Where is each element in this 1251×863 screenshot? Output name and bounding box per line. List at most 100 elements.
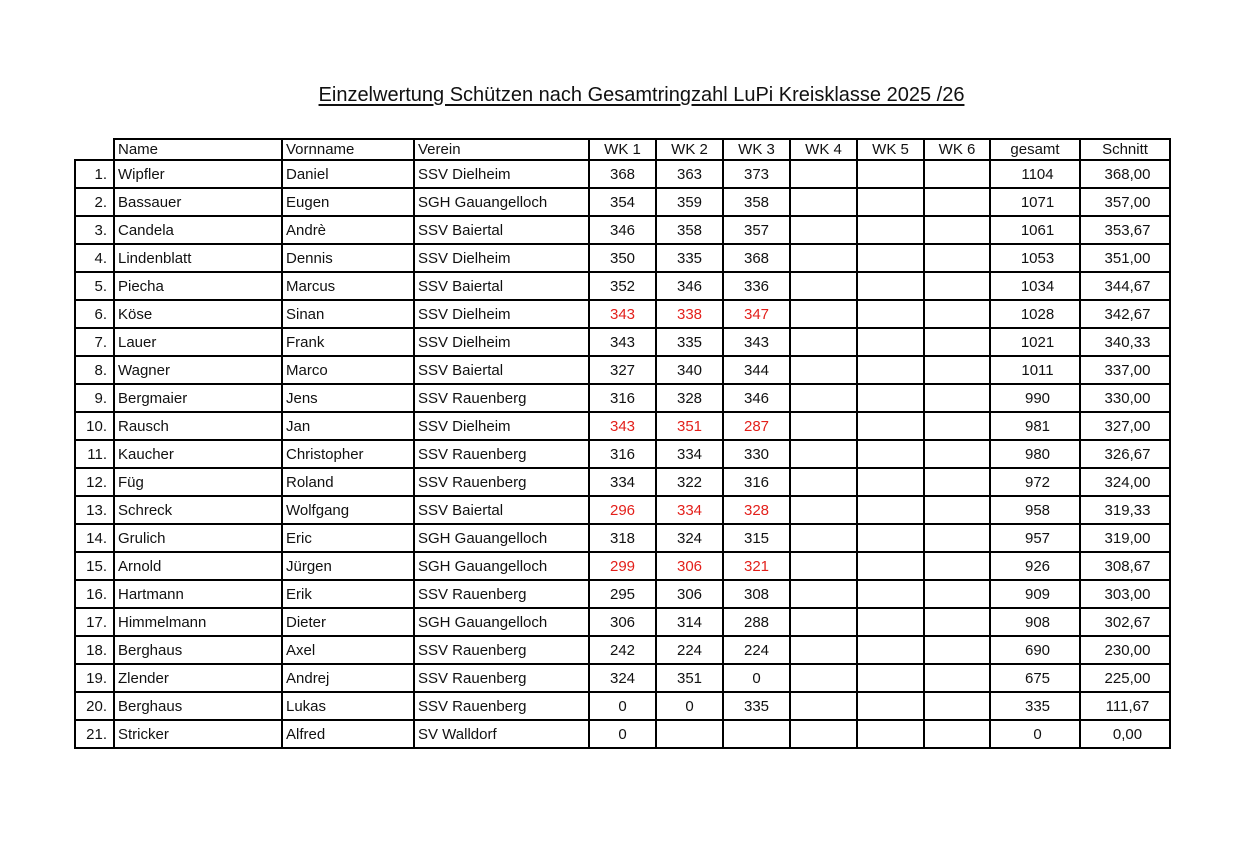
name-cell: Arnold — [113, 551, 283, 581]
table-row: 1. Wipfler Daniel SSV Dielheim 368 363 373 1104… — [74, 159, 1171, 189]
name-cell: Candela — [113, 215, 283, 245]
schnitt-cell: 324,00 — [1079, 467, 1171, 497]
verein-cell: SSV Rauenberg — [413, 383, 590, 413]
wk4-cell — [789, 495, 858, 525]
vorname-cell: Marcus — [281, 271, 415, 301]
name-cell: Berghaus — [113, 635, 283, 665]
wk2-cell: 359 — [655, 187, 724, 217]
verein-cell: SSV Rauenberg — [413, 635, 590, 665]
wk4-cell — [789, 299, 858, 329]
rank-cell: 2. — [74, 187, 115, 217]
wk1-cell: 295 — [588, 579, 657, 609]
wk3-cell: 343 — [722, 327, 791, 357]
wk6-cell — [923, 271, 991, 301]
wk6-cell — [923, 551, 991, 581]
rank-cell: 14. — [74, 523, 115, 553]
vorname-cell: Frank — [281, 327, 415, 357]
wk5-cell — [856, 355, 925, 385]
verein-cell: SGH Gauangelloch — [413, 607, 590, 637]
wk4-cell — [789, 355, 858, 385]
table-row: 5. Piecha Marcus SSV Baiertal 352 346 336 1034 3… — [74, 271, 1171, 301]
table-row: 12. Füg Roland SSV Rauenberg 334 322 316 972 324… — [74, 467, 1171, 497]
wk6-cell — [923, 327, 991, 357]
wk4-cell — [789, 327, 858, 357]
wk3-cell: 321 — [722, 551, 791, 581]
schnitt-cell: 308,67 — [1079, 551, 1171, 581]
table-row: 7. Lauer Frank SSV Dielheim 343 335 343 1021 340… — [74, 327, 1171, 357]
header-schnitt: Schnitt — [1079, 138, 1171, 161]
schnitt-cell: 326,67 — [1079, 439, 1171, 469]
name-cell: Zlender — [113, 663, 283, 693]
verein-cell: SSV Baiertal — [413, 495, 590, 525]
table-row: 13. Schreck Wolfgang SSV Baiertal 296 334 328 9… — [74, 495, 1171, 525]
wk2-cell: 322 — [655, 467, 724, 497]
wk2-cell: 358 — [655, 215, 724, 245]
wk1-cell: 343 — [588, 299, 657, 329]
gesamt-cell: 909 — [989, 579, 1081, 609]
header-name: Name — [113, 138, 283, 161]
verein-cell: SSV Dielheim — [413, 411, 590, 441]
gesamt-cell: 0 — [989, 719, 1081, 749]
wk6-cell — [923, 243, 991, 273]
wk4-cell — [789, 467, 858, 497]
wk3-cell: 335 — [722, 691, 791, 721]
gesamt-cell: 1053 — [989, 243, 1081, 273]
wk4-cell — [789, 243, 858, 273]
wk5-cell — [856, 663, 925, 693]
name-cell: Bergmaier — [113, 383, 283, 413]
verein-cell: SV Walldorf — [413, 719, 590, 749]
rank-cell: 10. — [74, 411, 115, 441]
wk2-cell: 334 — [655, 439, 724, 469]
vorname-cell: Jürgen — [281, 551, 415, 581]
verein-cell: SSV Dielheim — [413, 159, 590, 189]
table-row: 14. Grulich Eric SGH Gauangelloch 318 324 315 9… — [74, 523, 1171, 553]
schnitt-cell: 351,00 — [1079, 243, 1171, 273]
vorname-cell: Alfred — [281, 719, 415, 749]
gesamt-cell: 1034 — [989, 271, 1081, 301]
verein-cell: SGH Gauangelloch — [413, 187, 590, 217]
rank-cell: 18. — [74, 635, 115, 665]
verein-cell: SSV Rauenberg — [413, 663, 590, 693]
wk3-cell: 0 — [722, 663, 791, 693]
schnitt-cell: 340,33 — [1079, 327, 1171, 357]
schnitt-cell: 0,00 — [1079, 719, 1171, 749]
table-row: 6. Köse Sinan SSV Dielheim 343 338 347 1028 342,… — [74, 299, 1171, 329]
table-row: 8. Wagner Marco SSV Baiertal 327 340 344 1011 33… — [74, 355, 1171, 385]
wk6-cell — [923, 495, 991, 525]
name-cell: Wagner — [113, 355, 283, 385]
wk1-cell: 368 — [588, 159, 657, 189]
header-wk1: WK 1 — [588, 138, 657, 161]
wk5-cell — [856, 271, 925, 301]
verein-cell: SSV Rauenberg — [413, 691, 590, 721]
wk2-cell: 338 — [655, 299, 724, 329]
wk6-cell — [923, 579, 991, 609]
verein-cell: SSV Rauenberg — [413, 467, 590, 497]
wk4-cell — [789, 215, 858, 245]
wk2-cell: 224 — [655, 635, 724, 665]
wk3-cell: 288 — [722, 607, 791, 637]
wk5-cell — [856, 467, 925, 497]
wk6-cell — [923, 159, 991, 189]
wk1-cell: 296 — [588, 495, 657, 525]
name-cell: Stricker — [113, 719, 283, 749]
rank-cell: 9. — [74, 383, 115, 413]
table-row: 21. Stricker Alfred SV Walldorf 0 0 0,00 — [74, 719, 1171, 749]
wk6-cell — [923, 691, 991, 721]
schnitt-cell: 111,67 — [1079, 691, 1171, 721]
gesamt-cell: 958 — [989, 495, 1081, 525]
wk1-cell: 346 — [588, 215, 657, 245]
name-cell: Füg — [113, 467, 283, 497]
wk2-cell: 334 — [655, 495, 724, 525]
rank-cell: 19. — [74, 663, 115, 693]
wk6-cell — [923, 439, 991, 469]
vorname-cell: Sinan — [281, 299, 415, 329]
wk5-cell — [856, 187, 925, 217]
wk1-cell: 343 — [588, 411, 657, 441]
wk4-cell — [789, 439, 858, 469]
wk2-cell: 351 — [655, 663, 724, 693]
verein-cell: SSV Baiertal — [413, 271, 590, 301]
verein-cell: SSV Dielheim — [413, 327, 590, 357]
wk1-cell: 354 — [588, 187, 657, 217]
wk1-cell: 316 — [588, 439, 657, 469]
wk4-cell — [789, 523, 858, 553]
